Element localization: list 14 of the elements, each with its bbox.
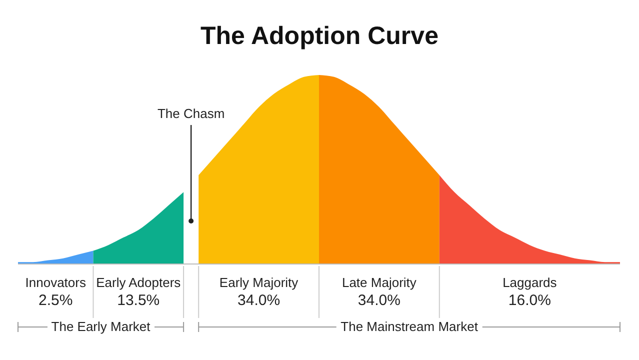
text: 2.5%: [38, 292, 73, 309]
text: 16.0%: [508, 292, 551, 309]
text: The Mainstream Market: [336, 319, 482, 334]
text: 34.0%: [238, 292, 280, 309]
annotation: The Chasm: [157, 106, 225, 121]
series-label: Early Adopters: [96, 275, 181, 290]
chart-title: The Adoption Curve: [200, 22, 440, 51]
series-label: Laggards: [502, 275, 557, 290]
series-label: Innovators: [25, 275, 86, 290]
series-label: Late Majority: [342, 275, 416, 290]
text: 34.0%: [358, 292, 400, 309]
text: The Early Market: [47, 319, 154, 334]
series-label: Early Majority: [219, 275, 298, 290]
text: 13.5%: [117, 292, 160, 309]
